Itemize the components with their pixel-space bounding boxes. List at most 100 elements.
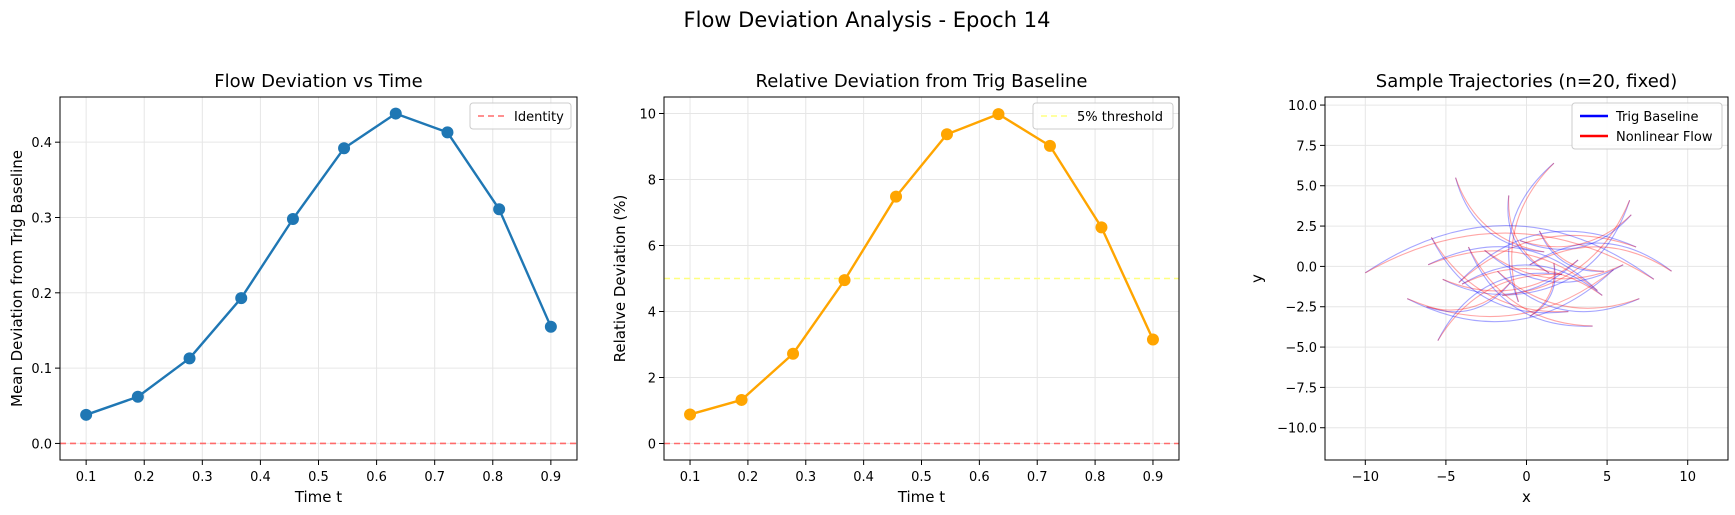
x-tick-label: 0.7 <box>1027 470 1048 485</box>
chart-3: −10 −5 0 5 10 −10.0 −7.5 −5.0 −2.5 0.0 2.5 5.0 7.5 10… <box>1248 71 1729 506</box>
figure-title: Flow Deviation Analysis - Epoch 14 <box>684 8 1051 32</box>
y-tick-label: 8 <box>648 174 656 189</box>
trig-baseline-trajectory <box>1455 177 1545 253</box>
y-tick-label: 5.0 <box>1296 180 1317 195</box>
plot-area <box>60 107 577 445</box>
trig-baseline-trajectory <box>1538 230 1604 272</box>
grid <box>1325 97 1728 460</box>
data-point <box>338 142 351 155</box>
data-point <box>131 390 144 403</box>
x-tick-label: 0.3 <box>795 470 816 485</box>
nonlinear-flow-trajectory <box>1430 237 1569 313</box>
data-point <box>389 107 402 120</box>
legend-nonlinear-label: Nonlinear Flow <box>1616 130 1713 145</box>
y-tick-label: −5.0 <box>1285 341 1317 356</box>
y-tick-label: 6 <box>648 240 656 255</box>
chart-title: Flow Deviation vs Time <box>214 71 422 92</box>
y-axis-label: Relative Deviation (%) <box>611 195 629 363</box>
nonlinear-flow-trajectory <box>1455 177 1545 253</box>
x-tick-label: 5 <box>1603 470 1611 485</box>
x-axis-label: Time t <box>294 488 342 506</box>
x-axis-label: x <box>1522 488 1531 506</box>
trig-baseline-trajectory <box>1484 249 1624 283</box>
x-tick-label: 0.4 <box>853 470 874 485</box>
x-tick-label: 0.5 <box>308 470 329 485</box>
legend: 5% threshold <box>1032 102 1174 130</box>
legend-box <box>1571 102 1723 150</box>
y-axis-label: Mean Deviation from Trig Baseline <box>8 150 26 407</box>
data-point <box>286 213 299 226</box>
legend-identity-label: Identity <box>514 110 564 125</box>
data-point <box>493 203 506 216</box>
axes-frame <box>59 96 578 461</box>
y-tick-label: −10.0 <box>1277 422 1317 437</box>
x-tick-label: 0.8 <box>1085 470 1106 485</box>
trig-baseline-trajectory <box>1519 214 1632 250</box>
data-point <box>1043 139 1056 152</box>
trig-baseline-trajectory <box>1458 230 1637 283</box>
x-tick-label: 0 <box>1522 470 1530 485</box>
nonlinear-flow-trajectory <box>1427 250 1598 292</box>
nonlinear-flow-trajectory <box>1406 269 1614 318</box>
data-point <box>183 352 196 365</box>
data-point <box>544 320 557 333</box>
y-tick-label: 4 <box>648 306 656 321</box>
trig-baseline-trajectory <box>1507 195 1550 274</box>
nonlinear-flow-trajectory <box>1508 195 1550 274</box>
x-tick-label: 0.1 <box>76 470 97 485</box>
trig-baseline-trajectory <box>1437 272 1563 341</box>
axes-frame <box>663 96 1180 461</box>
plot-area <box>1364 162 1672 341</box>
y-tick-label: 0 <box>648 438 656 453</box>
y-tick-label: 10 <box>639 108 656 123</box>
y-axis-label: y <box>1248 274 1266 283</box>
data-point <box>890 190 903 203</box>
series-line <box>85 112 552 416</box>
plot-area <box>664 108 1179 445</box>
chart-2: 0.1 0.2 0.3 0.4 0.5 0.6 0.7 0.8 0.9 0 2 4 6 8 10 Time t… <box>611 71 1180 506</box>
nonlinear-flow-trajectory <box>1467 246 1593 327</box>
chart-title: Relative Deviation from Trig Baseline <box>756 71 1088 92</box>
data-point <box>838 274 851 287</box>
nonlinear-flow-trajectory <box>1365 232 1655 280</box>
trig-baseline-trajectory <box>1430 237 1569 314</box>
y-tick-label: 0.3 <box>31 211 52 226</box>
nonlinear-flow-trajectory <box>1437 273 1562 341</box>
legend-box <box>469 102 572 130</box>
data-point <box>80 408 93 421</box>
x-tick-label: 0.7 <box>424 470 445 485</box>
nonlinear-flow-trajectory <box>1442 259 1579 292</box>
trig-baseline-trajectory <box>1467 246 1593 327</box>
x-tick-label: 0.6 <box>969 470 990 485</box>
trig-baseline-trajectory <box>1427 246 1598 291</box>
y-tick-label: 0.2 <box>31 287 52 302</box>
data-point <box>992 108 1005 121</box>
x-tick-label: 0.9 <box>541 470 562 485</box>
y-tick-label: 0.4 <box>31 136 52 151</box>
nonlinear-flow-trajectory <box>1426 282 1511 311</box>
legend-box <box>1032 102 1174 130</box>
y-tick-label: −7.5 <box>1285 381 1317 396</box>
trig-baseline-trajectory <box>1461 264 1603 296</box>
x-tick-label: −5 <box>1436 470 1455 485</box>
trig-baseline-trajectory <box>1426 282 1511 313</box>
data-point <box>735 393 748 406</box>
x-tick-label: 0.1 <box>680 470 701 485</box>
trig-baseline-trajectory <box>1442 259 1579 295</box>
x-tick-label: 0.3 <box>192 470 213 485</box>
y-tick-label: 0.1 <box>31 362 52 377</box>
trig-baseline-trajectory <box>1497 270 1640 313</box>
nonlinear-flow-trajectory <box>1461 268 1603 296</box>
y-tick-label: 10.0 <box>1288 99 1317 114</box>
axes-frame <box>1324 96 1729 461</box>
x-tick-label: 0.9 <box>1143 470 1164 485</box>
trig-baseline-trajectory <box>1502 200 1631 296</box>
data-point <box>1146 333 1159 346</box>
x-tick-label: 0.2 <box>134 470 155 485</box>
x-tick-label: 0.8 <box>482 470 503 485</box>
y-tick-label: 0.0 <box>31 437 52 452</box>
nonlinear-flow-trajectory <box>1458 234 1637 283</box>
trig-baseline-trajectory <box>1406 269 1614 323</box>
nonlinear-flow-trajectory <box>1511 162 1555 303</box>
chart-1: 0.1 0.2 0.3 0.4 0.5 0.6 0.7 0.8 0.9 0.0 0.1 0.2 0.3 0… <box>8 71 578 506</box>
